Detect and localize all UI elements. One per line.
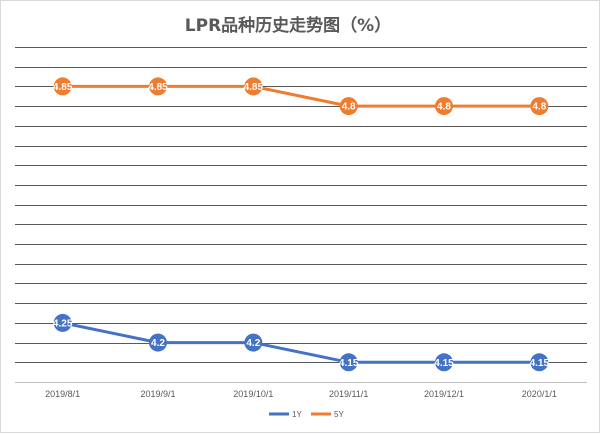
data-point-5Y	[149, 77, 167, 96]
data-label-5Y: 4.85	[148, 82, 168, 93]
x-axis: 2019/8/1 2019/9/1 2019/10/1 2019/11/1 2019/1…	[15, 382, 587, 399]
x-tick-label: 2020/1/1	[522, 389, 557, 399]
chart-title: LPR品种历史走势图（%）	[185, 15, 391, 36]
data-point-1Y	[244, 333, 263, 352]
data-point-5Y	[530, 97, 549, 116]
series-line-1Y	[62, 321, 540, 364]
data-label-5Y: 4.8	[342, 102, 356, 113]
data-label-5Y: 4.85	[53, 82, 73, 93]
data-point-5Y	[435, 97, 453, 116]
x-tick-label: 2019/8/1	[45, 389, 80, 399]
data-point-5Y	[339, 97, 358, 116]
data-label-5Y: 4.8	[437, 102, 451, 113]
series-group: 4.25 4.2 4.2 4.15 4.15 4.15 4.85 4.85 4.85 4.8 4.8…	[53, 77, 550, 372]
data-point-5Y	[53, 77, 72, 96]
data-label-1Y: 4.15	[434, 358, 454, 369]
data-label-1Y: 4.25	[53, 318, 73, 329]
data-label-5Y: 4.85	[244, 82, 264, 93]
x-tick-label: 2019/10/1	[233, 389, 273, 399]
legend: 1Y 5Y	[269, 410, 344, 419]
data-label-5Y: 4.8	[532, 102, 546, 113]
data-point-1Y	[530, 353, 549, 372]
legend-label: 5Y	[334, 410, 344, 419]
data-point-5Y	[244, 77, 263, 96]
x-tick-label: 2019/12/1	[424, 389, 464, 399]
data-point-1Y	[53, 313, 72, 332]
x-tick-label: 2019/9/1	[140, 389, 175, 399]
data-point-1Y	[435, 353, 453, 372]
x-tick-label: 2019/11/1	[329, 389, 368, 399]
data-point-1Y	[339, 353, 358, 372]
data-label-1Y: 4.2	[246, 338, 260, 349]
data-label-1Y: 4.2	[151, 338, 165, 349]
data-label-1Y: 4.15	[530, 358, 550, 369]
data-label-1Y: 4.15	[339, 358, 359, 369]
legend-label: 1Y	[292, 410, 302, 419]
series-line-5Y	[62, 84, 540, 108]
data-point-1Y	[149, 333, 167, 352]
